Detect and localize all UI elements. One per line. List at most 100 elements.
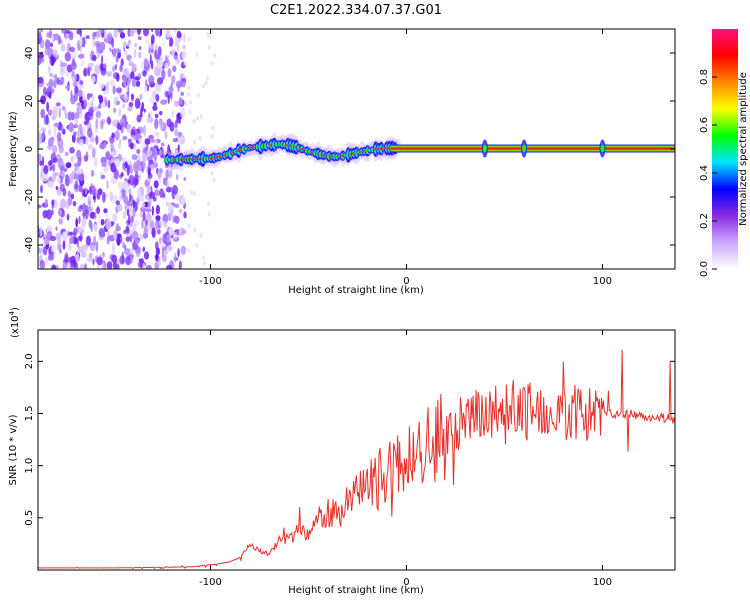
noise-speckle: [38, 247, 43, 254]
noise-speckle: [130, 164, 133, 175]
noise-speckle: [65, 162, 72, 169]
noise-speckle: [144, 138, 151, 145]
noise-speckle: [148, 75, 155, 85]
noise-speckle: [76, 249, 82, 254]
noise-speckle: [60, 43, 66, 52]
noise-speckle: [70, 61, 77, 71]
noise-speckle: [143, 108, 146, 113]
noise-speckle: [160, 154, 167, 159]
noise-speckle-faint: [198, 135, 202, 141]
noise-speckle: [55, 226, 58, 231]
noise-speckle: [122, 135, 128, 141]
noise-speckle: [56, 77, 60, 84]
noise-speckle: [136, 29, 142, 36]
noise-speckle: [56, 102, 61, 107]
noise-speckle: [97, 114, 101, 124]
noise-speckle: [43, 234, 47, 238]
noise-speckle: [119, 138, 122, 145]
noise-speckle: [101, 161, 107, 167]
noise-speckle: [101, 55, 104, 66]
noise-speckle: [46, 231, 53, 241]
noise-speckle: [58, 218, 63, 225]
noise-speckle: [94, 212, 97, 220]
noise-speckle: [125, 225, 130, 234]
noise-speckle: [125, 41, 132, 48]
noise-speckle: [38, 144, 41, 150]
noise-speckle-faint: [187, 223, 191, 229]
noise-speckle: [89, 196, 92, 201]
noise-speckle: [142, 262, 146, 269]
noise-speckle: [116, 100, 121, 106]
noise-speckle: [51, 264, 57, 269]
noise-speckle: [38, 123, 41, 129]
noise-speckle: [78, 138, 84, 147]
noise-speckle: [162, 193, 165, 198]
snr-y-exponent-base: (x10: [10, 315, 21, 338]
noise-speckle: [115, 87, 123, 94]
noise-speckle: [58, 171, 65, 179]
noise-speckle: [96, 192, 101, 200]
noise-speckle: [79, 36, 83, 47]
noise-speckle: [121, 156, 127, 163]
noise-speckle: [83, 263, 88, 269]
noise-speckle: [162, 41, 166, 48]
noise-speckle: [76, 238, 79, 248]
noise-speckle: [100, 120, 104, 130]
spectrogram-y-tick-label: 20: [24, 95, 35, 108]
noise-speckle: [74, 117, 78, 128]
noise-speckle: [69, 236, 75, 244]
noise-speckle: [119, 29, 122, 35]
noise-speckle: [174, 58, 178, 66]
noise-speckle: [149, 220, 155, 229]
noise-speckle: [89, 93, 93, 98]
noise-speckle: [124, 161, 128, 169]
noise-speckle: [165, 169, 169, 181]
noise-speckle: [121, 103, 126, 109]
noise-speckle: [103, 141, 107, 149]
snr-frame: [37, 329, 676, 571]
noise-speckle: [97, 104, 102, 109]
noise-speckle: [149, 110, 153, 118]
noise-speckle: [38, 136, 42, 145]
noise-speckle: [85, 235, 91, 247]
noise-speckle: [146, 155, 153, 162]
spectrogram-y-axis-label: Frequency (Hz): [8, 111, 19, 187]
noise-speckle: [70, 259, 77, 267]
noise-speckle: [87, 123, 91, 130]
noise-speckle: [122, 241, 125, 249]
noise-speckle: [41, 127, 45, 132]
noise-speckle: [142, 246, 145, 252]
noise-speckle: [48, 66, 51, 74]
noise-speckle: [174, 128, 178, 137]
noise-speckle: [85, 35, 90, 40]
noise-speckle: [138, 51, 142, 59]
noise-speckle: [46, 209, 53, 220]
noise-speckle: [116, 123, 121, 130]
noise-speckle: [129, 57, 133, 67]
noise-speckle: [107, 118, 112, 125]
noise-speckle: [123, 248, 131, 256]
noise-speckle-faint: [206, 200, 210, 206]
noise-speckle: [130, 71, 135, 80]
noise-speckle: [94, 40, 101, 48]
noise-speckle: [78, 106, 83, 114]
noise-speckle: [162, 254, 167, 263]
noise-speckle: [180, 91, 185, 97]
noise-speckle: [46, 32, 50, 38]
noise-speckle: [153, 157, 157, 168]
noise-speckle: [151, 48, 154, 54]
noise-speckle: [107, 32, 113, 42]
noise-speckle: [39, 160, 43, 166]
noise-speckle: [115, 171, 118, 180]
noise-speckle: [81, 188, 85, 197]
noise-speckle: [100, 67, 107, 76]
noise-speckle: [87, 144, 93, 150]
noise-speckle: [55, 185, 58, 191]
noise-speckle: [68, 231, 74, 236]
noise-speckle: [75, 217, 78, 228]
snr-y-exponent: (x104): [8, 307, 21, 338]
noise-speckle: [49, 29, 52, 33]
noise-speckle-faint: [187, 37, 191, 42]
noise-speckle: [154, 118, 159, 130]
noise-speckle: [56, 54, 60, 61]
